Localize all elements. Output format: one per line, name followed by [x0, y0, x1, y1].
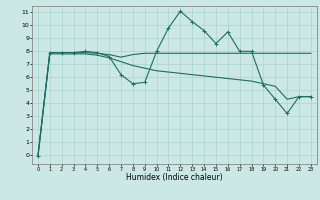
X-axis label: Humidex (Indice chaleur): Humidex (Indice chaleur) — [126, 173, 223, 182]
